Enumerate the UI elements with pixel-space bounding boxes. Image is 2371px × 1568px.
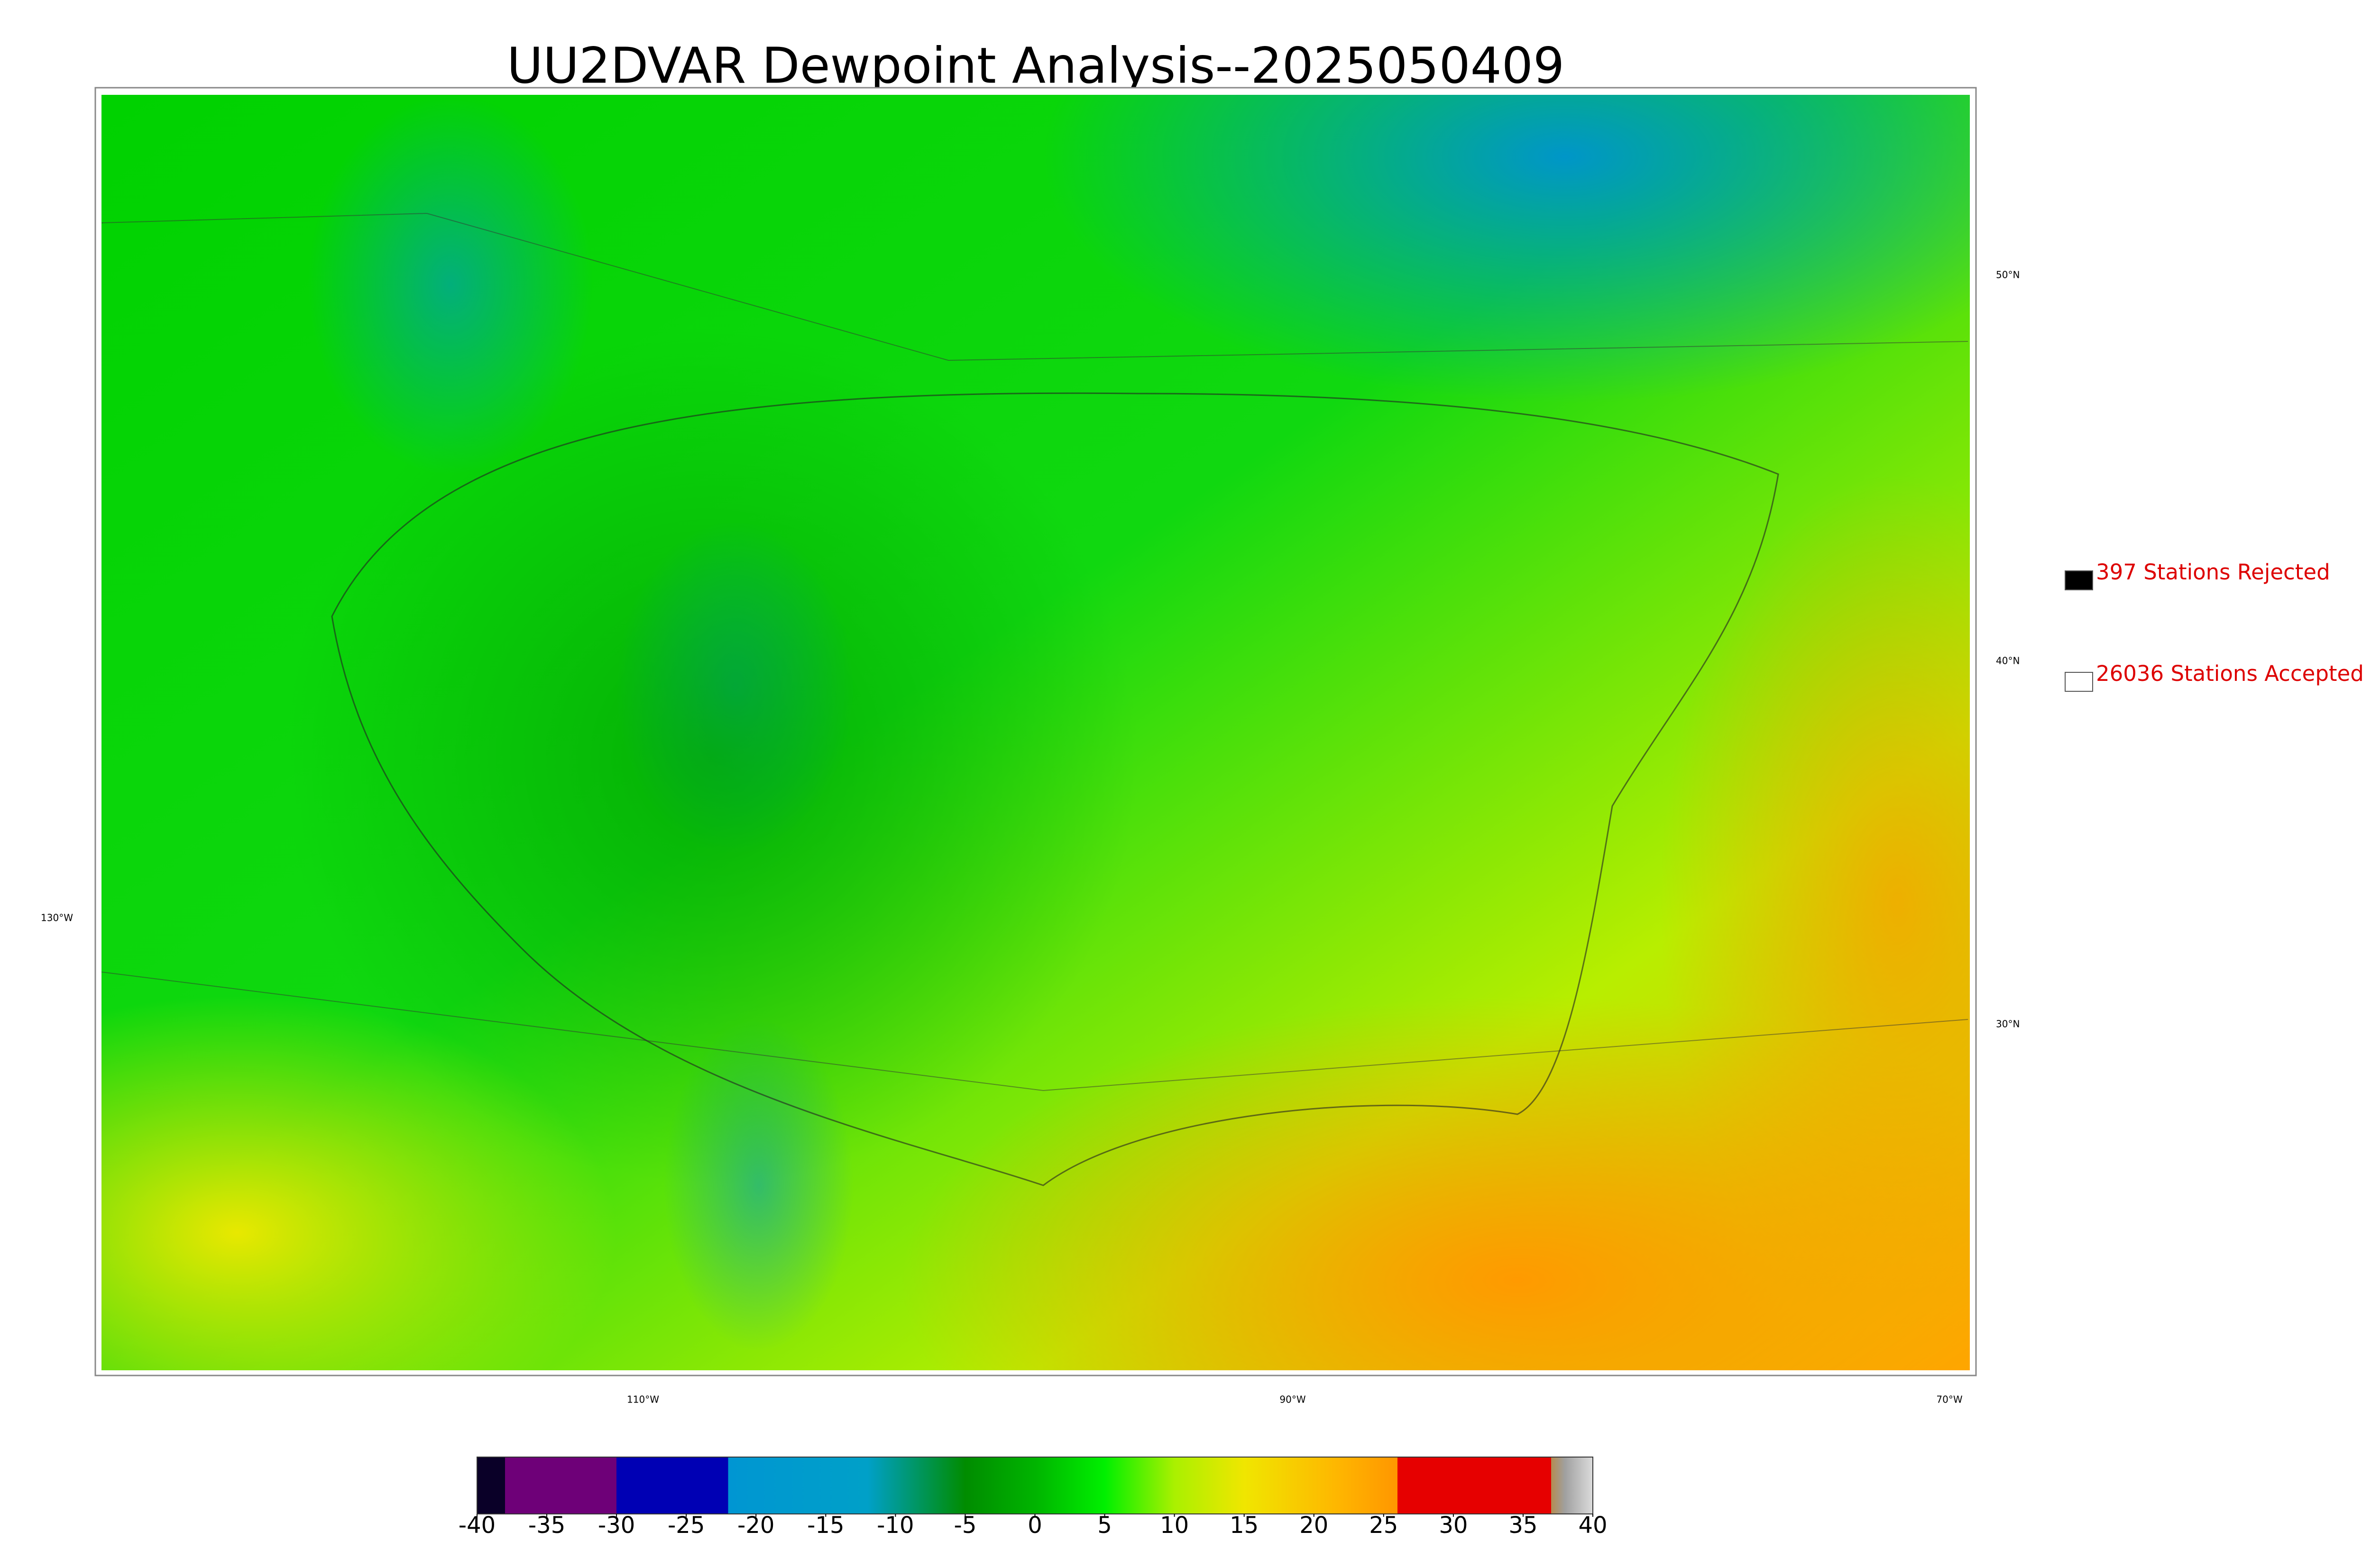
colorbar-tick-label: 35 bbox=[1508, 1512, 1537, 1539]
latitude-label: 40°N bbox=[1996, 655, 2020, 667]
legend-label: 26036 Stations Accepted bbox=[2096, 661, 2364, 686]
coastline bbox=[331, 392, 1779, 1186]
map-labels: 50°N 40°N 30°N 130°W 110°W 90°W 70°W bbox=[41, 269, 2020, 1405]
latitude-label: 30°N bbox=[1996, 1018, 2020, 1030]
longitude-label: 70°W bbox=[1936, 1394, 1962, 1405]
map-field bbox=[1660, 474, 1970, 1328]
map bbox=[101, 95, 1970, 1370]
legend-swatch bbox=[2065, 570, 2093, 590]
graticule bbox=[101, 213, 1968, 1091]
colorbar: -40 -35 -30 -25 -20 -15 -10 -5 0 5 10 15 20 25 30 35 40 bbox=[459, 1457, 1608, 1539]
longitude-label: 90°W bbox=[1279, 1394, 1305, 1405]
colorbar-scale bbox=[477, 1457, 1593, 1514]
colorbar-tick-label: 5 bbox=[1097, 1512, 1112, 1539]
colorbar-tick-label: 25 bbox=[1369, 1512, 1398, 1539]
colorbar-tick-label: -30 bbox=[598, 1512, 635, 1539]
title: UU2DVAR Dewpoint Analysis--2025050409 bbox=[507, 37, 1564, 94]
colorbar-tick-label: 15 bbox=[1230, 1512, 1259, 1539]
colorbar-tick-label: -25 bbox=[668, 1512, 705, 1539]
colorbar-tick-label: 20 bbox=[1299, 1512, 1328, 1539]
colorbar-tick-label: 10 bbox=[1160, 1512, 1189, 1539]
colorbar-tick-label: 0 bbox=[1028, 1512, 1042, 1539]
colorbar-tick-label: 30 bbox=[1439, 1512, 1468, 1539]
legend-label: 397 Stations Rejected bbox=[2096, 559, 2330, 585]
legend-swatch bbox=[2065, 672, 2093, 692]
colorbar-tick-label: -15 bbox=[807, 1512, 844, 1539]
colorbar-tick-label: -40 bbox=[459, 1512, 496, 1539]
longitude-label: 130°W bbox=[41, 912, 73, 924]
longitude-label: 110°W bbox=[627, 1394, 659, 1405]
latitude-label: 50°N bbox=[1996, 269, 2020, 281]
map-field bbox=[285, 332, 1138, 1185]
colorbar-tick-label: -10 bbox=[877, 1512, 914, 1539]
colorbar-tick-label: -5 bbox=[954, 1512, 977, 1539]
colorbar-tick-label: -35 bbox=[528, 1512, 565, 1539]
colorbar-tick-label: -20 bbox=[737, 1512, 774, 1539]
colorbar-tick-label: 40 bbox=[1578, 1512, 1607, 1539]
legend: 397 Stations Rejected 26036 Stations Acce… bbox=[2065, 559, 2364, 692]
map-field bbox=[1043, 95, 1970, 403]
